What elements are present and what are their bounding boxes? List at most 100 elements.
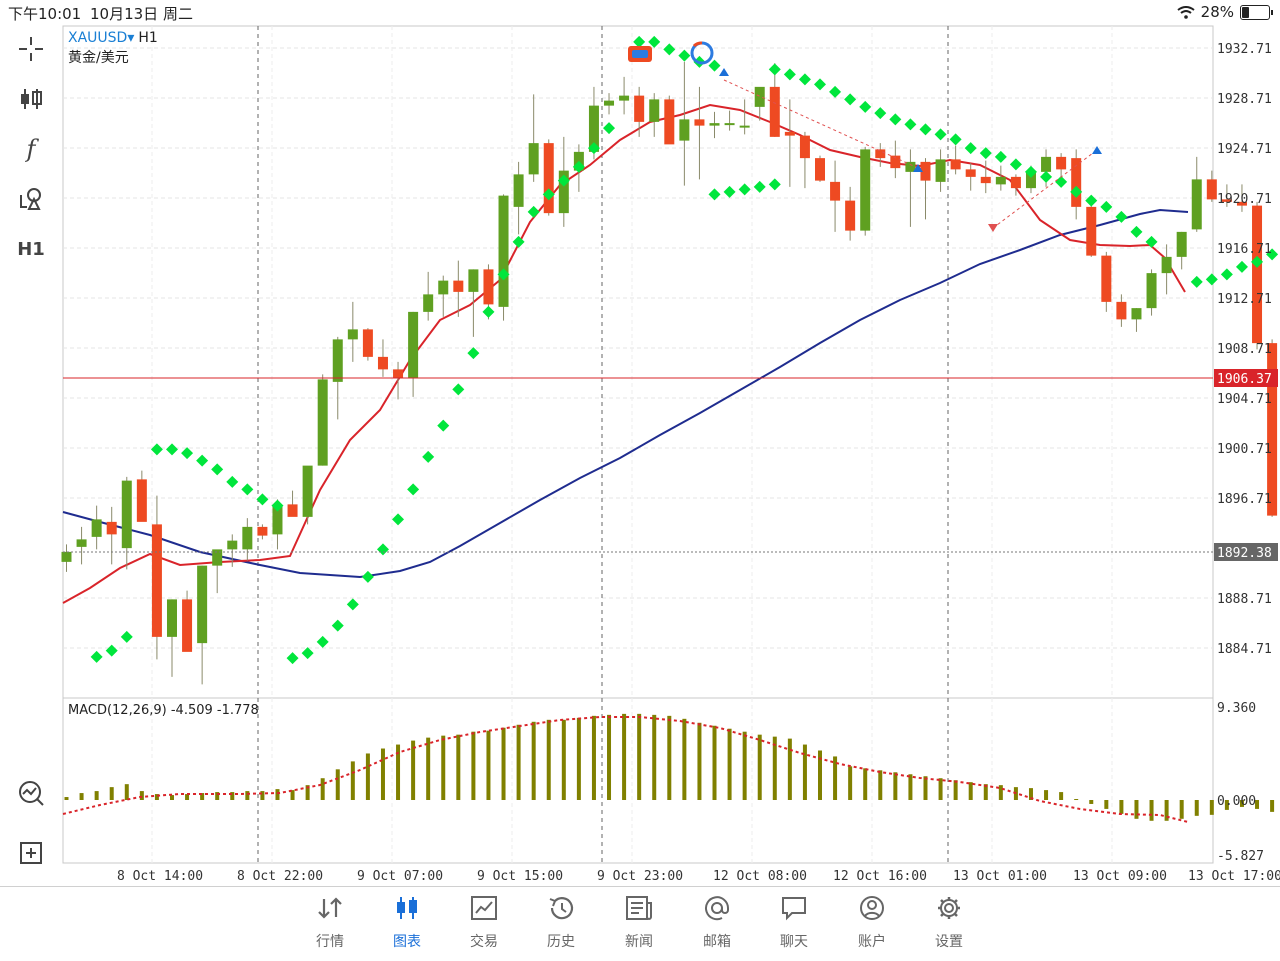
sar-dot [1010,158,1022,170]
macd-bar [1270,800,1274,812]
bear-candle [1101,256,1111,302]
price-tick-label: 1932.71 [1217,42,1272,57]
indicators-icon[interactable]: f [14,132,48,166]
time-tick-label: 8 Oct 14:00 [117,869,203,884]
bear-candle [1116,302,1126,320]
bear-candle [363,329,373,357]
symbol-ticker[interactable]: XAUUSD [68,30,127,46]
bull-candle [679,119,689,140]
tab-label: 行情 [295,931,365,951]
macd-bar [939,778,943,800]
macd-bar [908,774,912,800]
sar-dot [919,123,931,135]
sar-dot [1055,176,1067,188]
sar-dot [1100,201,1112,213]
bear-candle [1086,207,1096,256]
sar-dot [1130,226,1142,238]
tab-trade[interactable]: 交易 [449,895,519,951]
time-tick-label: 9 Oct 15:00 [477,869,563,884]
tab-label: 设置 [914,931,984,951]
macd-bar [1180,800,1184,819]
price-tick-label: 1912.71 [1217,292,1272,307]
bull-candle [197,566,207,644]
history-icon [526,895,596,925]
analysis-icon[interactable] [14,776,48,810]
sar-dot [467,347,479,359]
tab-chat[interactable]: 聊天 [759,895,829,951]
candles-icon [372,895,442,925]
sar-dot [829,86,841,98]
tab-label: 图表 [372,931,442,951]
macd-indicator-label: MACD(12,26,9) -4.509 -1.778 [68,703,259,718]
macd-bar [667,716,671,800]
sar-dot [106,645,118,657]
sar-dot [709,188,721,200]
bear-candle [152,524,162,637]
chevron-down-icon[interactable]: ▾ [127,30,134,46]
bear-candle [288,504,298,517]
cursor-price-text: 1892.38 [1217,546,1272,561]
bear-candle [815,158,825,181]
bull-candle [303,466,313,517]
macd-histogram [65,714,1280,849]
macd-bar [923,776,927,800]
macd-bar [743,732,747,800]
price-tick-label: 1896.71 [1217,492,1272,507]
sar-dot [392,513,404,525]
bull-candle [710,123,720,126]
tab-mailbox[interactable]: 邮箱 [682,895,752,951]
gear-icon [914,895,984,925]
add-window-icon[interactable] [14,836,48,870]
sar-dot [648,36,660,48]
macd-bar [893,772,897,800]
crosshair-icon[interactable] [14,32,48,66]
macd-bar [577,718,581,800]
bear-candle [182,599,192,652]
macd-bar [1059,792,1063,800]
macd-bar [863,768,867,800]
sar-dot [1191,276,1203,288]
buy-arrow-icon [1092,146,1102,154]
tab-news[interactable]: 新闻 [604,895,674,951]
macd-bar [788,739,792,800]
tab-label: 交易 [449,931,519,951]
macd-bar [366,753,370,800]
sar-dot [1040,171,1052,183]
symbol-name: 黄金/美元 [68,47,158,67]
candles-icon[interactable] [14,82,48,116]
bear-candle [1056,157,1066,170]
bull-candle [1192,179,1202,229]
tab-chart[interactable]: 图表 [372,895,442,951]
sar-dot [663,43,675,55]
chart-canvas[interactable]: 1932.711928.711924.711920.711916.711912.… [0,0,1280,886]
bull-candle [92,519,102,537]
bull-candle [167,599,177,637]
sar-dot [91,651,103,663]
macd-bar [713,726,717,800]
bull-candle [122,481,132,549]
sar-dot [980,147,992,159]
bull-candle [1041,157,1051,172]
tab-account[interactable]: 账户 [837,895,907,951]
macd-bar [486,731,490,800]
tab-settings[interactable]: 设置 [914,895,984,951]
tab-quotes[interactable]: 行情 [295,895,365,951]
macd-bar [336,769,340,800]
tab-history[interactable]: 历史 [526,895,596,951]
bear-candle [875,149,885,158]
symbol-header[interactable]: XAUUSD▾H1 黄金/美元 [68,30,158,67]
objects-icon[interactable] [14,182,48,216]
macd-bar [275,789,279,800]
macd-bar [502,728,506,800]
timeframe-button[interactable]: H1 [14,232,48,266]
buy-arrow-icon [719,68,729,76]
tab-label: 邮箱 [682,931,752,951]
bear-candle [393,369,403,378]
macd-bar [532,722,536,800]
sar-dot [950,133,962,145]
macd-bar [1134,800,1138,819]
sar-dot [181,447,193,459]
macd-bar [969,782,973,800]
